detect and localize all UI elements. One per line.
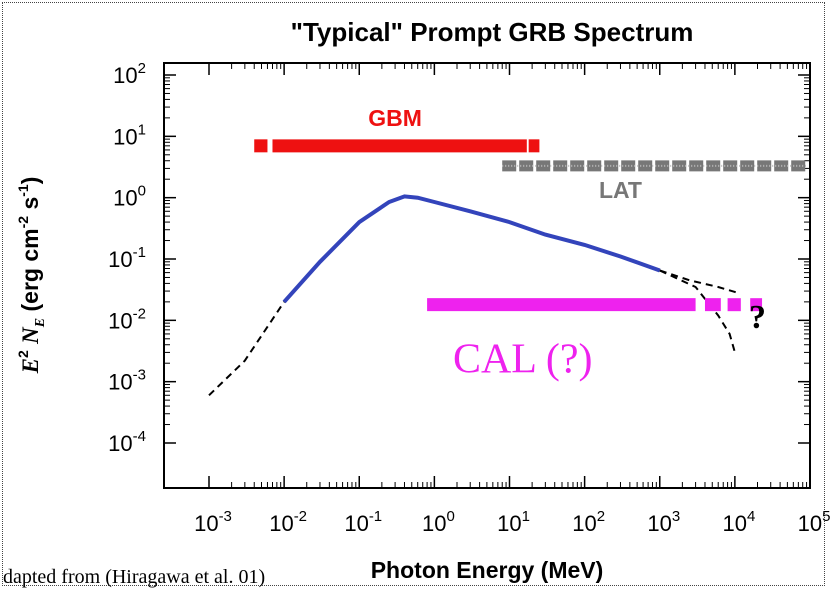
x-axis-label: Photon Energy (MeV) — [371, 557, 604, 583]
y-tick-label: 10-4 — [108, 428, 146, 456]
extrapolation-dashed-curve — [659, 269, 736, 353]
x-tick-label: 103 — [647, 508, 680, 536]
figure-caption: dapted from (Hiragawa et al. 01) — [3, 566, 266, 588]
gbm-label: GBM — [368, 105, 422, 131]
x-tick-label: 10-3 — [194, 508, 232, 536]
y-tick-label: 102 — [113, 60, 146, 88]
x-tick-label: 102 — [572, 508, 605, 536]
y-tick-label: 10-2 — [108, 305, 146, 333]
y-tick-label: 10-3 — [108, 367, 146, 395]
axis-ticks — [164, 63, 811, 488]
x-tick-label: 105 — [798, 508, 831, 536]
figure-frame — [2, 2, 825, 586]
extrapolation-dashed-curve — [208, 301, 285, 397]
y-tick-label: 101 — [113, 121, 146, 149]
y-tick-label: 10-1 — [108, 244, 146, 272]
x-tick-label: 104 — [722, 508, 755, 536]
chart-marks: GBM LAT CAL (?)? — [208, 105, 806, 397]
x-tick-label: 100 — [422, 508, 455, 536]
question-annotation: ? — [749, 299, 766, 336]
lat-label: LAT — [599, 177, 642, 203]
extrapolation-dashed-curve — [659, 269, 739, 294]
tick-labels: 10-3 10-2 10-1 100 101 102 103 104 105 10-4 10-3 10… — [108, 60, 830, 536]
x-tick-label: 101 — [497, 508, 530, 536]
chart-title: "Typical" Prompt GRB Spectrum — [291, 17, 694, 47]
cal-label: CAL (?) — [453, 337, 593, 383]
y-axis-label: E2 NE (erg cm-2 s-1) — [15, 177, 48, 375]
y-tick-label: 100 — [113, 183, 146, 211]
x-tick-label: 10-1 — [344, 508, 382, 536]
x-tick-label: 10-2 — [269, 508, 307, 536]
spectrum-curve — [282, 194, 661, 304]
plot-area — [163, 62, 811, 489]
